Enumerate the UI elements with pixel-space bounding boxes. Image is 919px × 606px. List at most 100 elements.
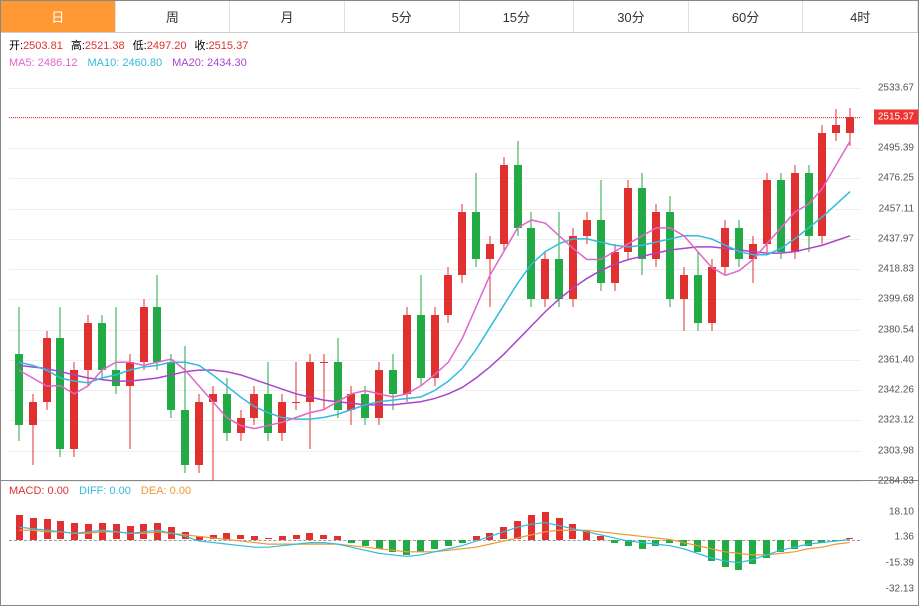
macd-bar: [694, 540, 701, 552]
ohlc-info: 开:2503.81 高:2521.38 低:2497.20 收:2515.37: [1, 33, 918, 57]
y-axis-label: 2342.26: [878, 385, 914, 396]
macd-chart[interactable]: MACD: 0.00 DIFF: 0.00 DEA: 0.00 18.10 1.3…: [1, 481, 918, 593]
macd-bar: [459, 540, 466, 543]
macd-bar: [251, 536, 258, 539]
macd-bar: [708, 540, 715, 562]
macd-bar: [44, 519, 51, 539]
ma20-label: MA20: 2434.30: [172, 57, 247, 69]
y-axis-label: 2457.11: [879, 203, 914, 214]
y-axis-label: 2380.54: [878, 324, 914, 335]
macd-bar: [652, 540, 659, 546]
macd-bar: [127, 526, 134, 540]
macd-bar: [832, 540, 839, 542]
macd-bar: [182, 532, 189, 540]
macd-bar: [334, 536, 341, 539]
ma10-label: MA10: 2460.80: [88, 57, 163, 69]
tab-2[interactable]: 月: [230, 1, 345, 32]
tab-3[interactable]: 5分: [345, 1, 460, 32]
tab-6[interactable]: 60分: [689, 1, 804, 32]
price-chart[interactable]: 2533.672495.392476.252457.112437.972418.…: [1, 73, 918, 481]
macd-bar: [805, 540, 812, 546]
macd-bar: [846, 538, 853, 540]
macd-bar: [528, 515, 535, 540]
macd-bar: [113, 524, 120, 539]
macd-bar: [196, 536, 203, 539]
low-label: 低:2497.20: [133, 37, 187, 53]
macd-bar: [500, 527, 507, 539]
y-axis-label: 2303.98: [878, 445, 914, 456]
grid-line: [9, 390, 860, 391]
macd-bar: [473, 536, 480, 539]
y-axis-label: 2476.25: [878, 173, 914, 184]
macd-bar: [777, 540, 784, 552]
tab-0[interactable]: 日: [1, 1, 116, 32]
macd-bar: [237, 535, 244, 540]
macd-bar: [99, 523, 106, 540]
tab-7[interactable]: 4时: [803, 1, 918, 32]
macd-bar: [583, 530, 590, 539]
grid-line: [9, 118, 860, 119]
macd-bar: [389, 540, 396, 552]
macd-label: MACD: 0.00: [9, 485, 69, 497]
macd-bar: [542, 512, 549, 540]
macd-y-label: 18.10: [889, 506, 914, 517]
y-axis-label: 2437.97: [878, 233, 914, 244]
macd-bar: [279, 536, 286, 539]
ma5-line: [9, 73, 860, 480]
current-price-marker: 2515.37: [874, 109, 918, 124]
ma20-line: [9, 73, 860, 480]
grid-line: [9, 148, 860, 149]
macd-bar: [168, 527, 175, 539]
macd-bar: [666, 540, 673, 543]
macd-bar: [722, 540, 729, 568]
grid-line: [9, 178, 860, 179]
macd-bar: [320, 535, 327, 540]
grid-line: [9, 88, 860, 89]
macd-bar: [556, 518, 563, 540]
macd-bar: [597, 536, 604, 539]
y-axis-label: 2533.67: [878, 82, 914, 93]
y-axis-label: 2323.12: [878, 415, 914, 426]
macd-bar: [362, 540, 369, 546]
macd-bar: [223, 533, 230, 539]
macd-bar: [293, 535, 300, 540]
y-axis-label: 2361.40: [878, 354, 914, 365]
grid-line: [9, 269, 860, 270]
macd-bar: [348, 540, 355, 543]
macd-bar: [749, 540, 756, 565]
macd-bar: [85, 524, 92, 539]
macd-bar: [30, 518, 37, 540]
y-axis-label: 2495.39: [878, 143, 914, 154]
ma5-label: MA5: 2486.12: [9, 57, 78, 69]
macd-y-label: 1.36: [895, 532, 914, 543]
macd-bar: [57, 521, 64, 539]
macd-bar: [376, 540, 383, 549]
macd-bar: [154, 523, 161, 540]
current-price-line: [9, 117, 860, 118]
tab-5[interactable]: 30分: [574, 1, 689, 32]
macd-bar: [818, 540, 825, 543]
macd-bar: [763, 540, 770, 558]
dea-label: DEA: 0.00: [141, 485, 191, 497]
ma-info: MA5: 2486.12 MA10: 2460.80 MA20: 2434.30: [1, 57, 918, 73]
macd-bar: [16, 515, 23, 540]
tab-4[interactable]: 15分: [460, 1, 575, 32]
y-axis-label: 2399.68: [878, 294, 914, 305]
macd-bar: [569, 524, 576, 539]
ma10-line: [9, 73, 860, 480]
macd-bar: [445, 540, 452, 546]
close-label: 收:2515.37: [194, 37, 248, 53]
grid-line: [9, 451, 860, 452]
macd-bar: [403, 540, 410, 555]
macd-info: MACD: 0.00 DIFF: 0.00 DEA: 0.00: [1, 481, 918, 501]
macd-bar: [625, 540, 632, 546]
macd-y-label: -15.39: [886, 558, 914, 569]
diff-label: DIFF: 0.00: [79, 485, 131, 497]
grid-line: [9, 239, 860, 240]
tab-1[interactable]: 周: [116, 1, 231, 32]
macd-bar: [306, 533, 313, 539]
macd-bar: [265, 538, 272, 540]
macd-bar: [140, 524, 147, 539]
macd-bar: [210, 535, 217, 540]
macd-bar: [71, 523, 78, 540]
